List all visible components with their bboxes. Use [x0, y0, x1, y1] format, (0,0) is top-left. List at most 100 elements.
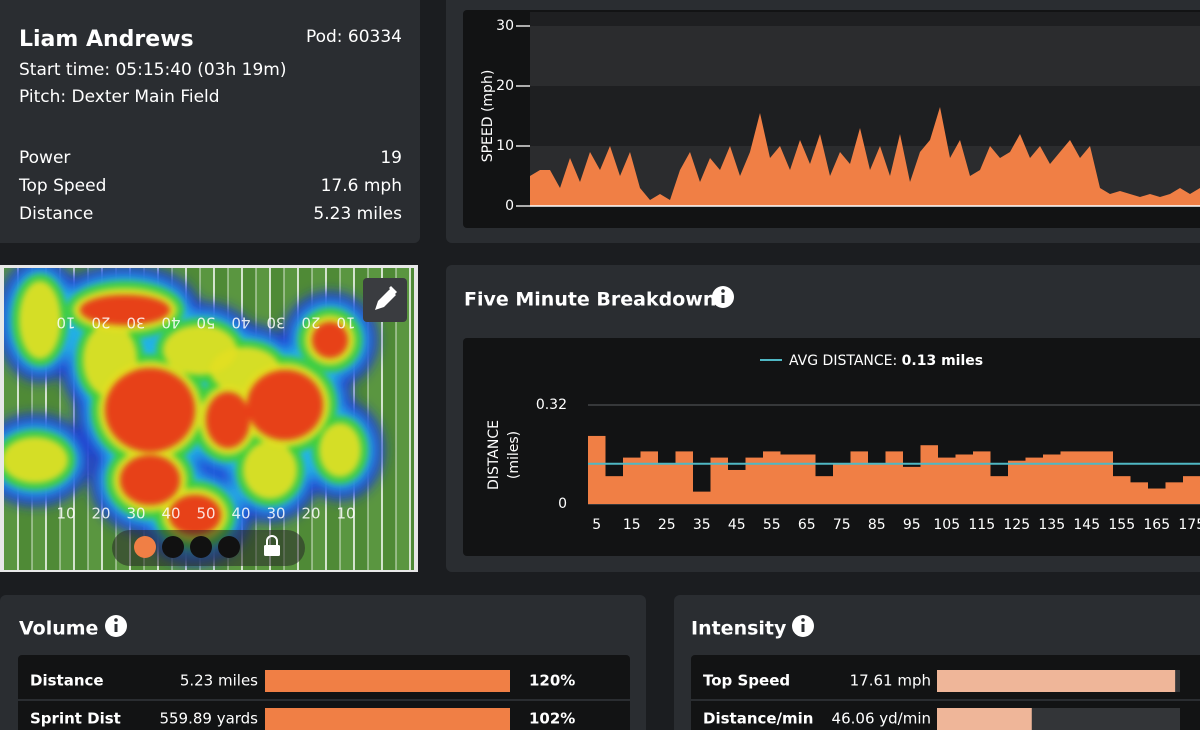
x-tick-label: 15	[623, 517, 641, 533]
yard-number: 20	[91, 505, 110, 523]
bar	[1025, 457, 1043, 504]
bar	[937, 708, 1032, 730]
info-stem	[721, 295, 725, 303]
layer-dot[interactable]	[162, 536, 184, 558]
bar	[1043, 454, 1061, 504]
field-stripe	[396, 268, 410, 570]
row-label: Distance/min	[703, 710, 814, 728]
info-icon[interactable]	[792, 615, 814, 637]
info-dot	[721, 289, 725, 293]
row-percent: 120%	[529, 672, 575, 690]
bar	[710, 457, 728, 504]
bar	[938, 457, 956, 504]
heat-zone	[312, 322, 348, 358]
bar	[1060, 451, 1078, 504]
bar	[588, 435, 606, 504]
info-icon[interactable]	[712, 286, 734, 308]
x-tick-label: 85	[868, 517, 886, 533]
heat-zone	[19, 281, 61, 359]
layer-dot[interactable]	[190, 536, 212, 558]
yard-number: 40	[161, 505, 180, 523]
lock-shackle	[266, 535, 278, 545]
bar	[937, 670, 1176, 692]
x-tick-label: 35	[693, 517, 711, 533]
info-dot	[801, 618, 805, 622]
stat-value: 19	[380, 148, 402, 168]
band	[530, 26, 1200, 86]
lock-body	[264, 545, 280, 556]
bar	[605, 476, 623, 504]
bar	[1165, 482, 1183, 504]
heat-zone	[105, 368, 195, 452]
bar	[675, 451, 693, 504]
bar	[728, 469, 746, 504]
x-tick-label: 125	[1003, 517, 1030, 533]
x-tick-label: 175	[1178, 517, 1200, 533]
bar	[640, 451, 658, 504]
x-tick-label: 45	[728, 517, 746, 533]
intensity-title: Intensity	[691, 618, 787, 640]
bar	[798, 454, 816, 504]
y-tick-label: 30	[496, 18, 514, 34]
yard-number: 30	[266, 505, 285, 523]
y-axis-label: (miles)	[506, 431, 522, 479]
bar	[885, 451, 903, 504]
legend-text: AVG DISTANCE:	[789, 353, 897, 369]
player-name: Liam Andrews	[19, 27, 194, 52]
heat-zone	[247, 370, 323, 440]
info-icon[interactable]	[105, 615, 127, 637]
bar	[903, 466, 921, 504]
row-label: Sprint Dist	[30, 710, 121, 728]
bar	[973, 451, 991, 504]
stat-label: Distance	[19, 204, 93, 224]
bar	[833, 463, 851, 504]
x-tick-label: 75	[833, 517, 851, 533]
yard-number: 50	[196, 314, 215, 332]
legend-value: 0.13 miles	[902, 353, 983, 369]
bar	[868, 463, 886, 504]
player-panel	[0, 0, 420, 243]
pod-id: Pod: 60334	[306, 27, 402, 47]
heat-zone	[243, 441, 297, 499]
yard-number: 10	[56, 314, 75, 332]
yard-number: 10	[336, 505, 355, 523]
bar	[745, 457, 763, 504]
heat-zone	[319, 423, 361, 477]
yard-number: 40	[231, 505, 250, 523]
heat-zone	[206, 392, 250, 448]
bar	[265, 670, 510, 692]
bar	[1008, 460, 1026, 504]
y-tick-label: 0	[558, 496, 567, 512]
y-tick-label: 20	[496, 78, 514, 94]
heat-zone	[120, 455, 180, 505]
bar	[780, 454, 798, 504]
yard-number: 20	[91, 314, 110, 332]
y-tick-label: 0	[505, 198, 514, 214]
y-tick-label: 10	[496, 138, 514, 154]
lock-icon[interactable]	[264, 535, 280, 556]
pencil-icon	[375, 286, 397, 310]
x-tick-label: 105	[933, 517, 960, 533]
legend-label: AVG DISTANCE: 0.13 miles	[789, 353, 983, 369]
row-value: 5.23 miles	[180, 672, 258, 690]
stat-label: Power	[19, 148, 70, 168]
row-label: Top Speed	[703, 672, 790, 690]
heat-zone	[80, 295, 170, 325]
yard-number: 50	[196, 505, 215, 523]
yard-number: 10	[56, 505, 75, 523]
row-value: 17.61 mph	[850, 672, 931, 690]
layer-dot[interactable]	[134, 536, 156, 558]
info-stem	[114, 624, 118, 632]
info-stem	[801, 624, 805, 632]
x-tick-label: 95	[903, 517, 921, 533]
band	[530, 12, 1200, 26]
speed-area	[530, 107, 1200, 206]
x-tick-label: 25	[658, 517, 676, 533]
bar	[1148, 488, 1166, 504]
layer-dot[interactable]	[218, 536, 240, 558]
x-tick-label: 5	[592, 517, 601, 533]
row-value: 559.89 yards	[159, 710, 258, 728]
breakdown-title: Five Minute Breakdown	[464, 289, 716, 311]
x-tick-label: 115	[968, 517, 995, 533]
bar	[265, 708, 510, 730]
